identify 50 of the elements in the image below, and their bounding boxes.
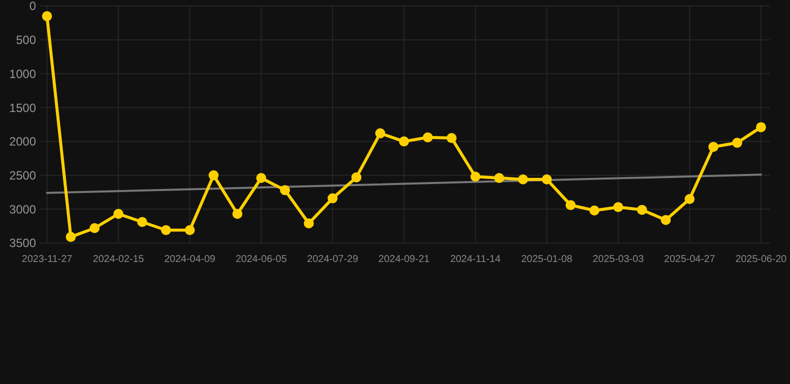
point [137,217,148,228]
point [232,208,242,219]
point [399,136,409,146]
point [113,208,124,219]
point [42,11,52,22]
x-tick-label: 2025-06-20 [735,254,788,265]
point [756,122,766,132]
point [351,172,362,182]
point [566,200,576,210]
point [708,142,718,152]
point [208,170,219,180]
point [542,174,552,184]
point [637,204,647,215]
point [328,193,338,204]
x-tick-label: 2024-11-14 [450,254,502,265]
x-tick-label: 2024-09-21 [378,254,430,265]
point [518,174,528,184]
y-tick-label: 3000 [9,202,36,216]
y-tick-label: 2000 [9,134,36,149]
y-tick-label: 0 [29,0,36,14]
point [613,202,624,212]
y-tick-label: 1000 [9,66,36,81]
point [280,185,290,196]
x-tick-label: 2024-04-09 [164,254,216,265]
point [304,218,314,228]
x-tick-label: 2025-04-27 [664,254,716,265]
point [375,128,386,138]
point [470,172,480,182]
point [494,172,504,183]
x-tick-label: 2024-06-05 [236,254,288,265]
x-tick-label: 2023-11-27 [22,254,73,265]
point [256,172,266,183]
y-tick-label: 3500 [9,236,36,250]
point [589,205,600,216]
y-tick-label: 1500 [9,100,36,115]
x-tick-label: 2025-03-03 [592,254,644,265]
y-tick-label: 500 [16,33,36,48]
x-tick-label: 2025-01-08 [521,254,573,265]
point [660,214,671,225]
point [90,223,100,234]
point [422,132,433,142]
point [161,225,171,236]
point [684,194,695,204]
point [66,232,76,242]
point [446,133,457,144]
x-tick-label: 2024-02-15 [92,254,144,265]
point [184,225,195,236]
point [732,138,742,148]
x-tick-label: 2024-07-29 [307,254,359,265]
y-tick-label: 2500 [9,168,36,182]
